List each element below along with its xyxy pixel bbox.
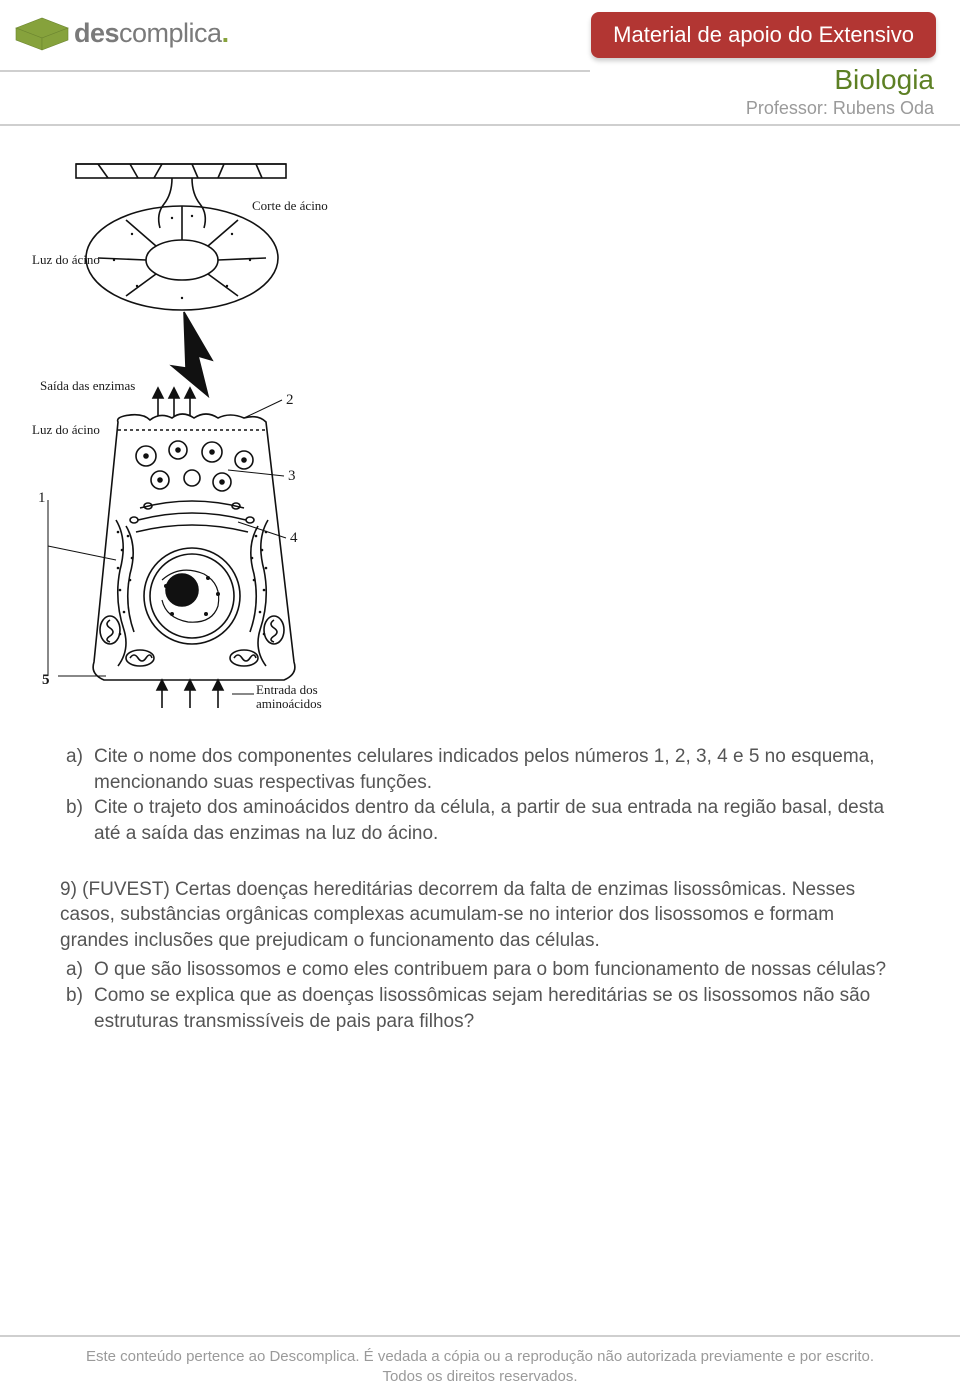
item-text: Cite o nome dos componentes celulares in… [94, 744, 900, 795]
logo-mark-icon [14, 10, 70, 56]
divider [0, 70, 590, 72]
figure-label: 1 [38, 490, 46, 507]
subject-title: Biologia [834, 64, 934, 96]
logo-text: descomplica. [74, 18, 229, 49]
footer-line: Todos os direitos reservados. [0, 1367, 960, 1387]
item-letter: a) [60, 744, 94, 795]
logo: descomplica. [14, 10, 229, 56]
logo-dot: . [222, 18, 229, 48]
figure-label: Luz do ácino [32, 422, 100, 438]
question-item: a) O que são lisossomos e como eles cont… [60, 957, 900, 983]
cell-diagram-icon [22, 160, 352, 720]
figure-label: 2 [286, 392, 294, 409]
divider [0, 124, 960, 126]
item-letter: b) [60, 795, 94, 846]
page-header: descomplica. Material de apoio do Extens… [0, 0, 960, 130]
item-text: Cite o trajeto dos aminoácidos dentro da… [94, 795, 900, 846]
question-item: a) Cite o nome dos componentes celulares… [60, 744, 900, 795]
item-letter: a) [60, 957, 94, 983]
question-intro: 9) (FUVEST) Certas doenças hereditárias … [60, 877, 900, 954]
professor-name: Professor: Rubens Oda [746, 98, 934, 119]
logo-suffix: complica [119, 18, 222, 48]
item-letter: b) [60, 983, 94, 1034]
item-text: Como se explica que as doenças lisossômi… [94, 983, 900, 1034]
logo-prefix: des [74, 18, 119, 48]
figure-label: Saída das enzimas [40, 378, 135, 394]
question-item: b) Cite o trajeto dos aminoácidos dentro… [60, 795, 900, 846]
figure-label: Corte de ácino [252, 198, 328, 214]
figure-label: aminoácidos [256, 696, 322, 712]
question-content: a) Cite o nome dos componentes celulares… [60, 744, 900, 1034]
item-text: O que são lisossomos e como eles contrib… [94, 957, 886, 983]
biology-figure: Corte de ácino Luz do ácino Saída das en… [22, 160, 352, 720]
question-item: b) Como se explica que as doenças lisoss… [60, 983, 900, 1034]
figure-label: 4 [290, 530, 298, 547]
page-footer: Este conteúdo pertence ao Descomplica. É… [0, 1335, 960, 1387]
figure-label: Luz do ácino [32, 252, 100, 268]
figure-label: 5 [42, 672, 50, 689]
material-banner: Material de apoio do Extensivo [591, 12, 936, 58]
footer-line: Este conteúdo pertence ao Descomplica. É… [0, 1347, 960, 1367]
figure-label: 3 [288, 468, 296, 485]
